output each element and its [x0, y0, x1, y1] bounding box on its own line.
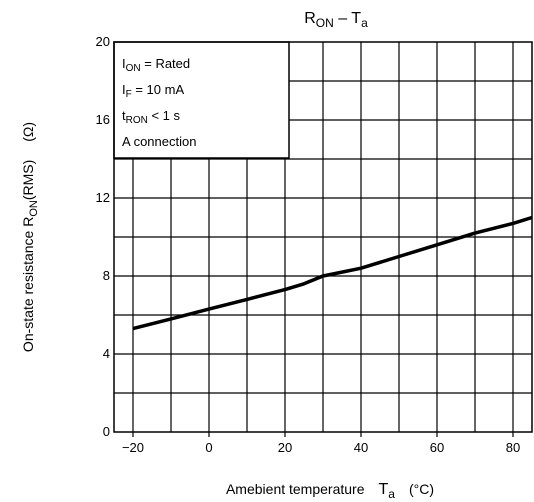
condition-line-1: ION = Rated [122, 56, 190, 74]
x-tick-label: 0 [205, 440, 212, 455]
y-tick-label: 0 [103, 424, 110, 439]
x-axis-ticks: −20 0 20 40 60 80 [122, 432, 520, 455]
x-tick-label: 20 [278, 440, 292, 455]
y-tick-label: 4 [103, 346, 110, 361]
condition-line-3: tRON < 1 s [122, 108, 181, 126]
conditions-box: ION = Rated IF = 10 mA tRON < 1 s A conn… [113, 41, 290, 159]
x-tick-label: 40 [354, 440, 368, 455]
x-tick-label: 80 [506, 440, 520, 455]
condition-line-4: A connection [122, 134, 196, 149]
condition-line-2: IF = 10 mA [122, 82, 184, 100]
y-tick-label: 12 [96, 190, 110, 205]
series-line [132, 215, 533, 331]
y-axis-ticks: 0 4 8 12 16 20 [96, 34, 110, 439]
plot-frame [113, 41, 533, 433]
y-tick-label: 16 [96, 112, 110, 127]
y-axis-label: On-state resistance RON(RMS)(Ω) [20, 122, 40, 352]
y-tick-label: 8 [103, 268, 110, 283]
y-tick-label: 20 [96, 34, 110, 49]
chart-title: RON – Ta [304, 10, 368, 30]
x-tick-label: −20 [122, 440, 144, 455]
x-tick-label: 60 [430, 440, 444, 455]
x-axis-label: Amebient temperature Ta (°C) [226, 481, 434, 501]
